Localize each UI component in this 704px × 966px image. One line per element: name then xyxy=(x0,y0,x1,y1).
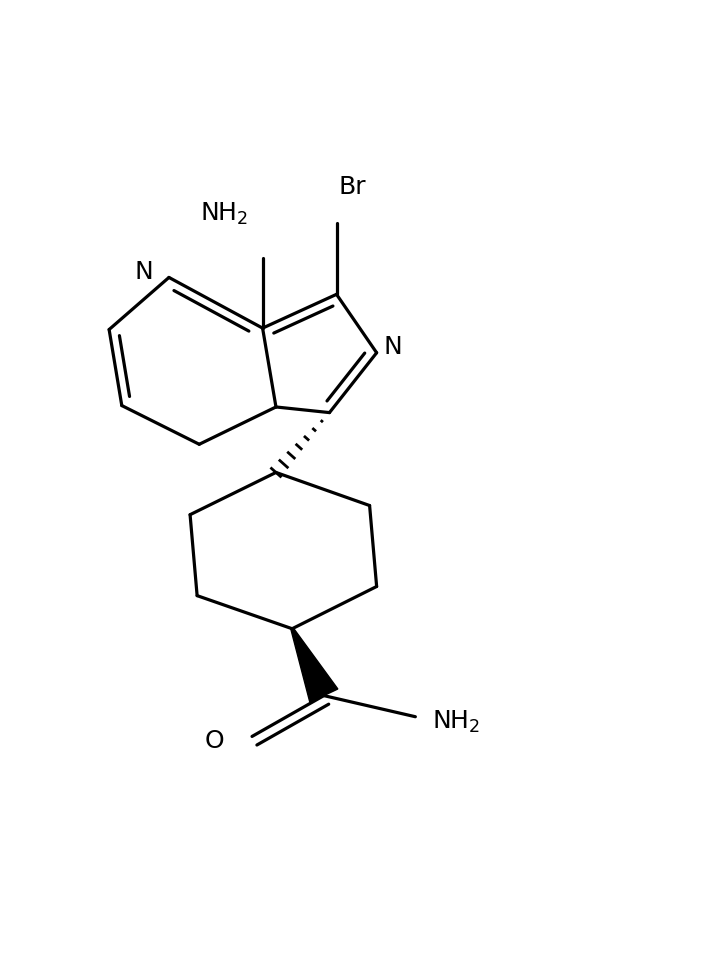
Text: NH$_2$: NH$_2$ xyxy=(200,201,248,227)
Polygon shape xyxy=(291,628,338,702)
Text: Br: Br xyxy=(338,175,366,199)
Text: NH$_2$: NH$_2$ xyxy=(432,709,480,735)
Text: O: O xyxy=(205,729,225,753)
Text: N: N xyxy=(135,260,153,284)
Text: N: N xyxy=(384,335,402,359)
